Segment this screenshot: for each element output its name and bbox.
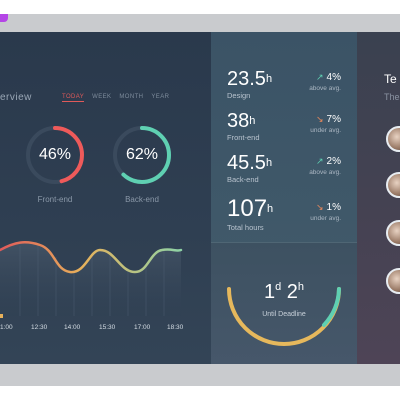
- avatar[interactable]: [386, 126, 400, 152]
- stat-label: Front-end: [227, 133, 260, 142]
- deadline-arc-remaining: [322, 287, 341, 327]
- stat-value: 38h: [227, 110, 256, 132]
- stat-backend: 45.5h Back-end ↗ 2% above avg.: [227, 153, 341, 184]
- deadline-label: Until Deadline: [262, 311, 306, 318]
- chart-gridlines: [19, 244, 165, 316]
- stat-label: Design: [227, 91, 251, 100]
- stat-delta: ↘ 7% under avg.: [310, 114, 341, 134]
- time-label: 12:30: [31, 324, 48, 331]
- team-title: Te: [384, 72, 397, 86]
- frontend-ring: 46%: [25, 125, 85, 185]
- monitor-bottom-bezel: [0, 364, 400, 386]
- backend-ring-label: Back-end: [125, 195, 159, 204]
- tab-month[interactable]: MONTH: [119, 94, 144, 100]
- time-label: 15:30: [99, 324, 116, 331]
- monitor-top-bezel: [0, 14, 400, 32]
- arrow-down-icon: ↘: [316, 114, 324, 124]
- arrow-down-icon: ↘: [316, 202, 324, 212]
- avatar[interactable]: [386, 220, 400, 246]
- time-label: 14:00: [64, 324, 81, 331]
- stat-delta: ↗ 4% above avg.: [309, 72, 341, 92]
- arrow-up-icon: ↗: [316, 156, 324, 166]
- time-label: 18:30: [167, 324, 184, 331]
- arrow-up-icon: ↗: [316, 72, 324, 82]
- deadline-countdown: 1d 2h: [263, 281, 305, 303]
- stat-label: Total hours: [227, 223, 264, 232]
- avatar[interactable]: [386, 172, 400, 198]
- stat-design: 23.5h Design ↗ 4% above avg.: [227, 69, 341, 100]
- overview-title: erview: [0, 92, 32, 103]
- activity-line: [0, 241, 183, 274]
- stat-label: Back-end: [227, 175, 259, 184]
- activity-area: [0, 242, 181, 316]
- frontend-percent: 46%: [38, 146, 72, 163]
- deadline-gauge: [227, 287, 341, 346]
- avatar[interactable]: [386, 268, 400, 294]
- team-subtitle: The: [384, 92, 400, 102]
- frontend-ring-label: Front-end: [37, 195, 73, 204]
- tab-week[interactable]: WEEK: [92, 94, 112, 100]
- stat-frontend: 38h Front-end ↘ 7% under avg.: [227, 111, 341, 142]
- time-label-first: 1:00: [0, 324, 13, 331]
- time-marker: [0, 314, 3, 318]
- stats-divider: [211, 242, 357, 243]
- app-corner-icon: [0, 14, 8, 22]
- backend-ring-graphic: [113, 126, 171, 184]
- frontend-ring-graphic: [26, 126, 84, 184]
- team-panel: [357, 32, 400, 364]
- stat-delta: ↗ 2% above avg.: [309, 156, 341, 176]
- period-tabs: TODAY WEEK MONTH YEAR: [62, 94, 169, 102]
- stat-delta: ↘ 1% under avg.: [310, 202, 341, 222]
- backend-ring: 62%: [112, 125, 172, 185]
- stat-value: 23.5h: [227, 68, 273, 90]
- time-label: 17:00: [134, 324, 151, 331]
- activity-chart: [0, 241, 183, 318]
- backend-percent: 62%: [125, 146, 159, 163]
- stat-total-hours: 107h Total hours ↘ 1% under avg.: [227, 195, 341, 233]
- dashboard-screen: erview TODAY WEEK MONTH YEAR 46% Front-e…: [0, 32, 400, 364]
- stat-value: 107h: [227, 195, 274, 222]
- tab-year[interactable]: YEAR: [151, 94, 170, 100]
- stat-value: 45.5h: [227, 152, 273, 174]
- tab-today[interactable]: TODAY: [62, 94, 85, 102]
